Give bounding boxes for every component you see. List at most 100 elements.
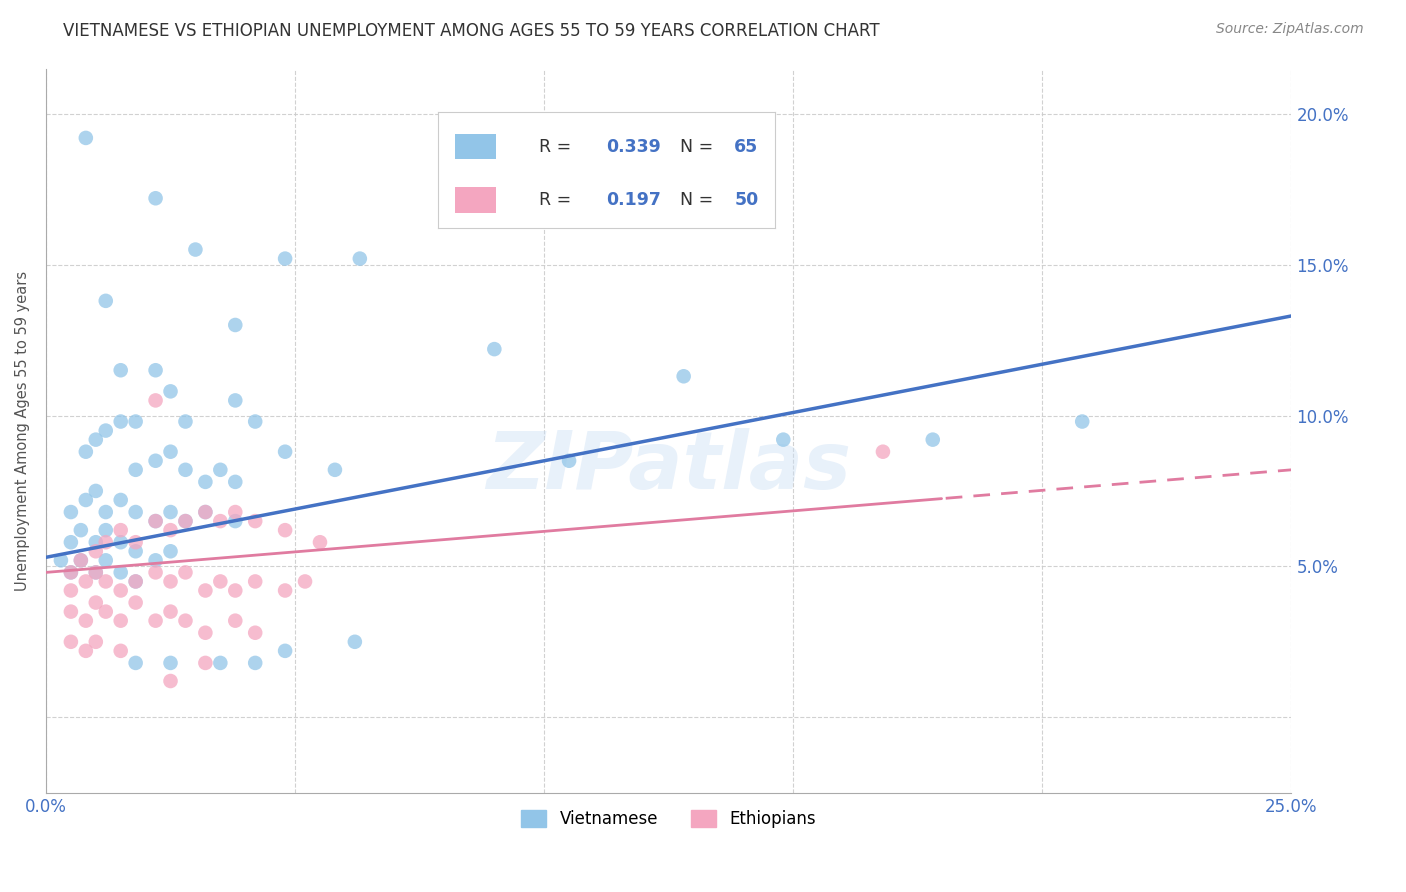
Point bbox=[84, 544, 107, 558]
Point bbox=[349, 252, 371, 266]
Point bbox=[174, 415, 197, 429]
Point bbox=[274, 644, 297, 658]
Point bbox=[124, 505, 146, 519]
Point bbox=[224, 614, 246, 628]
Point bbox=[245, 415, 267, 429]
Point bbox=[49, 553, 72, 567]
Point bbox=[124, 463, 146, 477]
Point bbox=[59, 605, 82, 619]
Point bbox=[70, 553, 93, 567]
Point bbox=[110, 644, 132, 658]
Point bbox=[872, 444, 894, 458]
Point bbox=[245, 574, 267, 589]
Point bbox=[110, 535, 132, 549]
Point bbox=[343, 634, 366, 648]
Point bbox=[672, 369, 695, 384]
Point bbox=[84, 483, 107, 498]
Point bbox=[245, 625, 267, 640]
Point bbox=[1071, 415, 1094, 429]
Point bbox=[274, 444, 297, 458]
Point bbox=[59, 535, 82, 549]
Point bbox=[194, 583, 217, 598]
Point bbox=[124, 574, 146, 589]
Point bbox=[75, 444, 97, 458]
Point bbox=[84, 535, 107, 549]
Point bbox=[194, 625, 217, 640]
Point bbox=[145, 614, 167, 628]
Point bbox=[224, 505, 246, 519]
Point bbox=[84, 596, 107, 610]
Point bbox=[110, 583, 132, 598]
Point bbox=[159, 574, 181, 589]
Point bbox=[145, 553, 167, 567]
Point bbox=[159, 505, 181, 519]
Point bbox=[84, 433, 107, 447]
Point bbox=[209, 656, 232, 670]
Point bbox=[159, 444, 181, 458]
Point bbox=[245, 514, 267, 528]
Point bbox=[110, 523, 132, 537]
Point bbox=[174, 566, 197, 580]
Point bbox=[145, 454, 167, 468]
Point bbox=[145, 363, 167, 377]
Point bbox=[94, 424, 117, 438]
Point bbox=[94, 505, 117, 519]
Point bbox=[110, 493, 132, 508]
Point bbox=[159, 656, 181, 670]
Point bbox=[274, 583, 297, 598]
Point bbox=[159, 544, 181, 558]
Point bbox=[110, 566, 132, 580]
Point bbox=[145, 514, 167, 528]
Point bbox=[245, 656, 267, 670]
Point bbox=[124, 656, 146, 670]
Point bbox=[309, 535, 332, 549]
Point bbox=[145, 393, 167, 408]
Point bbox=[94, 553, 117, 567]
Point bbox=[124, 574, 146, 589]
Point bbox=[323, 463, 346, 477]
Y-axis label: Unemployment Among Ages 55 to 59 years: Unemployment Among Ages 55 to 59 years bbox=[15, 270, 30, 591]
Point bbox=[274, 523, 297, 537]
Point bbox=[75, 493, 97, 508]
Point bbox=[110, 415, 132, 429]
Point bbox=[194, 475, 217, 489]
Point bbox=[84, 634, 107, 648]
Point bbox=[294, 574, 316, 589]
Point bbox=[75, 131, 97, 145]
Point bbox=[224, 583, 246, 598]
Point bbox=[484, 342, 506, 356]
Text: VIETNAMESE VS ETHIOPIAN UNEMPLOYMENT AMONG AGES 55 TO 59 YEARS CORRELATION CHART: VIETNAMESE VS ETHIOPIAN UNEMPLOYMENT AMO… bbox=[63, 22, 880, 40]
Text: ZIPatlas: ZIPatlas bbox=[486, 428, 851, 506]
Point bbox=[59, 634, 82, 648]
Point bbox=[70, 523, 93, 537]
Point bbox=[184, 243, 207, 257]
Point bbox=[124, 535, 146, 549]
Point bbox=[94, 574, 117, 589]
Point bbox=[145, 514, 167, 528]
Point bbox=[558, 454, 581, 468]
Point bbox=[772, 433, 794, 447]
Point bbox=[94, 605, 117, 619]
Point bbox=[59, 583, 82, 598]
Point bbox=[159, 523, 181, 537]
Point bbox=[224, 514, 246, 528]
Point bbox=[59, 566, 82, 580]
Point bbox=[124, 596, 146, 610]
Point bbox=[209, 574, 232, 589]
Point bbox=[174, 514, 197, 528]
Point bbox=[209, 514, 232, 528]
Point bbox=[84, 566, 107, 580]
Point bbox=[94, 535, 117, 549]
Point bbox=[194, 505, 217, 519]
Point bbox=[274, 252, 297, 266]
Point bbox=[110, 614, 132, 628]
Point bbox=[145, 191, 167, 205]
Point bbox=[209, 463, 232, 477]
Point bbox=[59, 505, 82, 519]
Point bbox=[94, 523, 117, 537]
Point bbox=[194, 656, 217, 670]
Point bbox=[59, 566, 82, 580]
Point bbox=[194, 505, 217, 519]
Point bbox=[75, 614, 97, 628]
Point bbox=[145, 566, 167, 580]
